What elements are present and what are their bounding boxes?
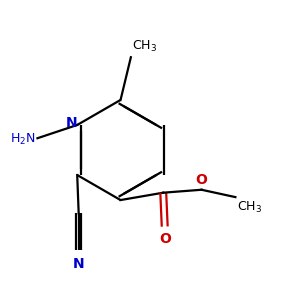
Text: H$_2$N: H$_2$N	[11, 132, 36, 147]
Text: CH$_3$: CH$_3$	[132, 39, 158, 54]
Text: N: N	[66, 116, 78, 130]
Text: CH$_3$: CH$_3$	[237, 200, 262, 215]
Text: O: O	[196, 173, 208, 187]
Text: O: O	[159, 232, 171, 246]
Text: N: N	[73, 256, 85, 271]
